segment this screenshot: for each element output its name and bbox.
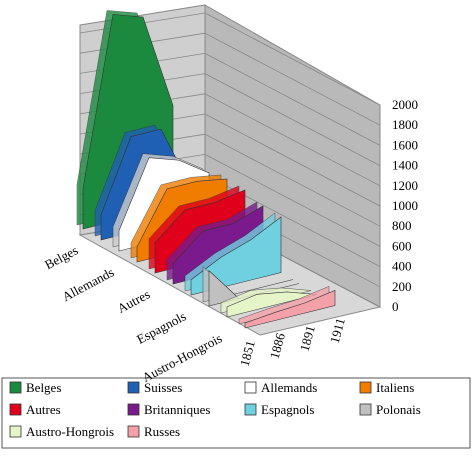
- legend-label: Polonais: [376, 402, 421, 417]
- legend-swatch: [127, 381, 140, 394]
- depth-label: Autres: [115, 286, 153, 316]
- legend-swatch: [359, 403, 372, 416]
- legend-swatch: [127, 403, 140, 416]
- grid-line: [204, 73, 381, 166]
- legend-label: Russes: [144, 424, 180, 439]
- legend-label: Espagnols: [261, 402, 314, 417]
- y-tick-label: 2000: [392, 97, 418, 112]
- legend-label: Autres: [26, 402, 61, 417]
- grid-line: [204, 12, 381, 106]
- grid-line: [204, 93, 381, 187]
- grid-line: [204, 154, 381, 247]
- depth-label: Espagnols: [134, 308, 188, 346]
- legend-swatch: [9, 381, 22, 394]
- legend-swatch: [244, 403, 257, 416]
- x-tick-label: 1911: [327, 316, 348, 345]
- y-tick-label: 200: [392, 279, 412, 294]
- x-tick-label: 1851: [237, 339, 258, 368]
- grid-line: [204, 113, 381, 207]
- legend-label: Allemands: [261, 380, 317, 395]
- y-tick-label: 400: [392, 259, 412, 274]
- grid-line: [204, 133, 381, 227]
- legend-label: Britanniques: [144, 402, 210, 417]
- legend-label: Belges: [26, 380, 61, 395]
- y-tick-label: 1000: [392, 198, 418, 213]
- ribbon: [208, 269, 300, 307]
- legend-label: Suisses: [144, 380, 182, 395]
- depth-label: Allemands: [60, 264, 117, 304]
- y-tick-label: 1800: [392, 117, 418, 132]
- x-tick-label: 1886: [267, 331, 288, 360]
- ribbon: [226, 291, 318, 318]
- depth-label: Belges: [42, 242, 80, 272]
- grid-line: [204, 32, 381, 126]
- y-tick-label: 1400: [392, 158, 418, 173]
- x-tick-label: 1891: [297, 324, 318, 353]
- legend-swatch: [127, 425, 140, 438]
- legend-swatch: [359, 381, 372, 394]
- legend-swatch: [9, 403, 22, 416]
- legend: [1, 377, 471, 449]
- grid-line: [204, 53, 381, 146]
- y-tick-label: 800: [392, 218, 412, 233]
- y-tick-label: 1200: [392, 178, 418, 193]
- legend-swatch: [244, 381, 257, 394]
- legend-swatch: [9, 425, 22, 438]
- ribbon-back: [238, 285, 330, 325]
- y-tick-label: 0: [392, 299, 399, 314]
- legend-label: Italiens: [376, 380, 414, 395]
- legend-label: Austro-Hongrois: [26, 424, 114, 439]
- ribbon: [244, 289, 336, 329]
- y-tick-label: 600: [392, 238, 412, 253]
- y-tick-label: 1600: [392, 137, 418, 152]
